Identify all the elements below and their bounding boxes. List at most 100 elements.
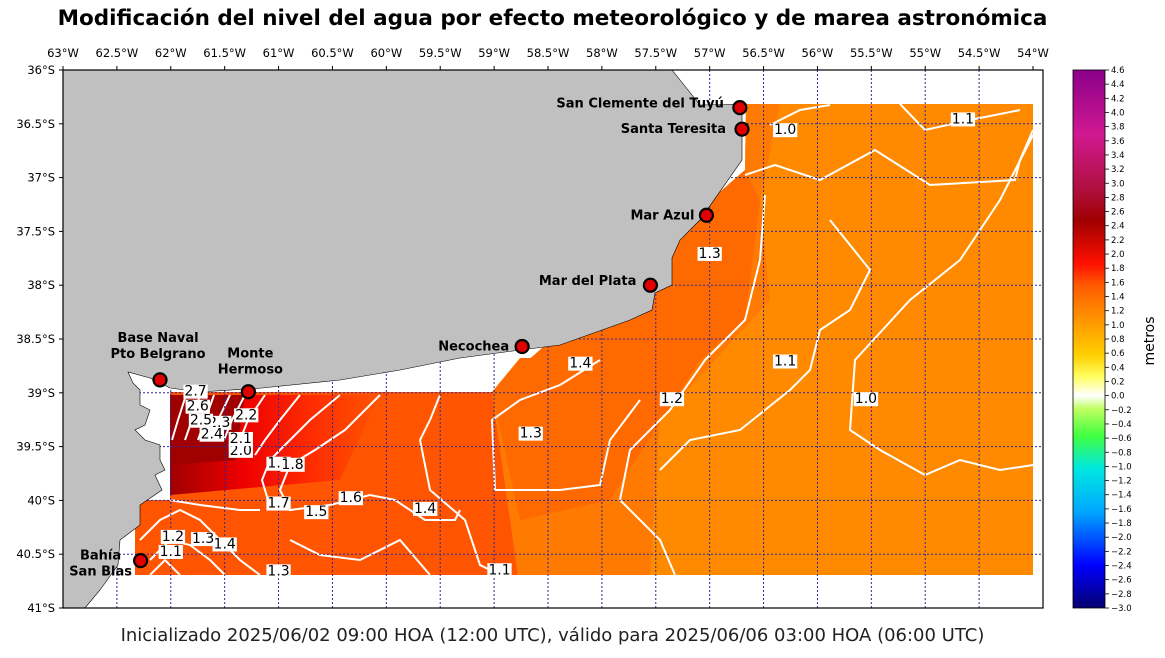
lat-tick-label: 37°S xyxy=(27,171,55,185)
colorbar-tick-label: 0.6 xyxy=(1111,349,1125,359)
colorbar-unit-label: metros xyxy=(1142,316,1158,365)
lon-tick-label: 59.5°W xyxy=(419,46,462,60)
colorbar: 4.6 4.4 4.2 4.0 3.8 3.6 3.4 3.2 3.0 2.8 2.6 2.4 2.2 2… xyxy=(1072,66,1158,614)
station-marker[interactable] xyxy=(133,553,149,569)
contour-label: 1.1 xyxy=(160,544,182,560)
station-marker[interactable] xyxy=(698,207,715,223)
contour-lines xyxy=(139,103,1034,576)
station-label: Mar del Plata xyxy=(539,274,637,289)
contour-label: 1.3 xyxy=(267,563,289,579)
station-marker[interactable] xyxy=(732,100,748,116)
contour-label-background xyxy=(183,384,208,399)
contour-label: 2.4 xyxy=(201,427,223,443)
station-label: San Clemente del Tuyú xyxy=(556,97,723,112)
colorbar-tick-label: 0.2 xyxy=(1111,377,1125,387)
colorbar-tick-label: −2.2 xyxy=(1111,547,1132,557)
contour-label: 2.1 xyxy=(230,431,252,447)
colorbar-tick-label: −1.2 xyxy=(1111,477,1132,487)
colorbar-tick-label: −1.4 xyxy=(1111,491,1132,501)
station-label: Santa Teresita xyxy=(621,122,726,137)
contour-label: 2.6 xyxy=(187,399,209,415)
colorbar-tick-label: −0.8 xyxy=(1111,448,1132,458)
contour-label: 1.3 xyxy=(520,426,542,442)
contour-label: 1.2 xyxy=(162,529,184,545)
lon-tick-label: 55°W xyxy=(909,46,941,60)
contour-label: 1.7 xyxy=(267,496,289,512)
lon-tick-label: 61°W xyxy=(263,46,295,60)
station-label: Mar Azul xyxy=(630,208,694,223)
lon-tick-label: 54°W xyxy=(1017,46,1049,60)
lon-tick-label: 56°W xyxy=(802,46,834,60)
contour-label-background xyxy=(697,246,722,261)
colorbar-tick-label: 3.0 xyxy=(1111,179,1125,189)
contour-label-background xyxy=(185,399,210,414)
colorbar-tick-label: 0.8 xyxy=(1111,335,1125,345)
contour-label: 2.0 xyxy=(230,443,252,459)
latitude-ticks: 36°S 36.5°S 37°S 37.5°S 38°S 38.5°S 39°S 39.5°S… xyxy=(16,63,63,615)
lon-tick-label: 58.5°W xyxy=(527,46,570,60)
colorbar-tick-label: 4.4 xyxy=(1111,80,1125,90)
colorbar-tick-label: 3.6 xyxy=(1111,137,1125,147)
contour-label-background xyxy=(266,496,291,511)
lon-tick-label: 56.5°W xyxy=(742,46,785,60)
colorbar-tick-label: −2.6 xyxy=(1111,576,1132,586)
contour-label-background xyxy=(266,564,291,579)
station-marker[interactable] xyxy=(240,384,256,400)
contour-label-background xyxy=(772,354,798,369)
lat-tick-label: 40°S xyxy=(27,493,55,507)
contour-label: 1.4 xyxy=(214,536,236,552)
lon-tick-label: 61.5°W xyxy=(203,46,246,60)
contour-label-background xyxy=(228,443,253,458)
colorbar-tick-label: 1.6 xyxy=(1111,278,1125,288)
colorbar-tick-label: 2.4 xyxy=(1111,222,1125,232)
contour-label-background xyxy=(659,392,685,407)
contour-label: 2.2 xyxy=(235,407,257,423)
station-label: Monte xyxy=(227,347,273,362)
lon-tick-label: 57°W xyxy=(694,46,726,60)
colorbar-tick-label: −2.8 xyxy=(1111,590,1132,600)
colorbar-tick-label: 3.8 xyxy=(1111,123,1125,133)
contour-label: 2.5 xyxy=(190,413,212,429)
colorbar-tick-label: −1.0 xyxy=(1111,462,1132,472)
colorbar-tick-label: 0.4 xyxy=(1111,363,1125,373)
lon-tick-label: 60°W xyxy=(370,46,402,60)
station-marker[interactable] xyxy=(734,121,750,137)
contour-label: 2.7 xyxy=(184,384,206,400)
validity-footer: Inicializado 2025/06/02 09:00 HOA (12:00… xyxy=(120,625,985,646)
contour-label-background xyxy=(338,491,363,506)
station-label: Base Naval xyxy=(117,331,198,346)
colorbar-tick-label: 4.6 xyxy=(1111,66,1125,76)
lon-tick-label: 54.5°W xyxy=(958,46,1001,60)
colorbar-tick-label: −1.8 xyxy=(1111,519,1132,529)
map-area xyxy=(63,70,1043,608)
colorbar-tick-label: 1.8 xyxy=(1111,264,1125,274)
lat-tick-label: 39.5°S xyxy=(16,440,55,454)
lat-tick-label: 36°S xyxy=(27,63,55,77)
station-marker[interactable] xyxy=(642,277,658,293)
lat-tick-label: 38.5°S xyxy=(16,332,55,346)
station-label: Necochea xyxy=(438,340,509,355)
station-label: Bahía xyxy=(80,549,121,564)
lat-tick-label: 40.5°S xyxy=(16,547,55,561)
contour-label-background xyxy=(207,415,232,430)
colorbar-tick-label: 3.4 xyxy=(1111,151,1125,161)
contour-label: 1.1 xyxy=(774,354,796,370)
contour-label-background xyxy=(160,529,186,544)
contour-label-background xyxy=(234,408,259,423)
contour-label-background xyxy=(280,457,305,472)
lon-tick-label: 60.5°W xyxy=(311,46,354,60)
station-label: Pto Belgrano xyxy=(110,347,205,362)
contour-label-background xyxy=(228,431,253,446)
colorbar-tick-label: 3.2 xyxy=(1111,165,1125,175)
contour-label: 1.4 xyxy=(414,501,436,517)
lon-tick-label: 57.5°W xyxy=(634,46,677,60)
station-marker[interactable] xyxy=(514,338,530,355)
contour-label-background xyxy=(950,112,976,127)
contour-label-background xyxy=(212,537,237,552)
lon-tick-label: 58°W xyxy=(586,46,618,60)
contour-label-background xyxy=(413,501,438,516)
contour-label-background xyxy=(772,123,798,138)
colorbar-tick-label: 2.0 xyxy=(1111,250,1125,260)
station-marker[interactable] xyxy=(152,372,168,388)
lon-tick-label: 55.5°W xyxy=(850,46,893,60)
